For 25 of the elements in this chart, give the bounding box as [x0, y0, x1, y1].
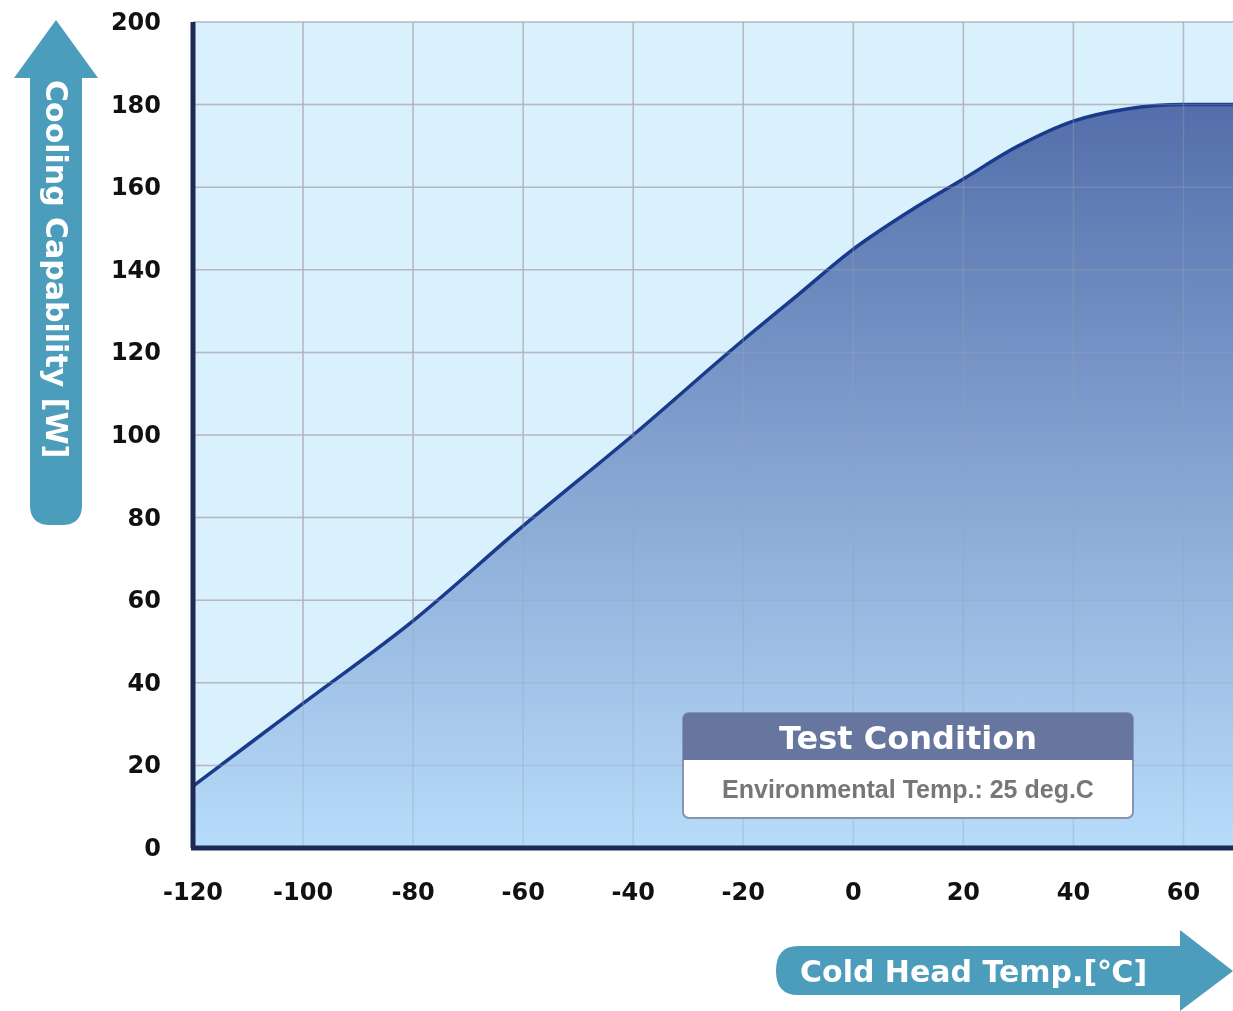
y-tick-label: 60 [127, 586, 161, 615]
y-tick-label: 40 [127, 668, 161, 697]
y-tick-label: 0 [144, 834, 161, 862]
annotation: Test Condition [779, 719, 1037, 757]
x-tick-label: -100 [273, 878, 334, 906]
y-tick-label: 100 [110, 421, 161, 449]
x-tick-label: -120 [162, 878, 224, 906]
x-tick-label: -80 [391, 878, 435, 906]
y-tick-label: 160 [110, 173, 161, 202]
x-tick-label: 60 [1166, 878, 1201, 906]
annotation: Environmental Temp.: 25 deg.C [722, 775, 1094, 803]
x-tick-label: -40 [611, 878, 655, 906]
x-tick-label: 40 [1056, 878, 1091, 906]
x-tick-label: -60 [501, 878, 545, 906]
y-tick-label: 120 [110, 338, 161, 367]
y-tick-label: 140 [110, 255, 161, 284]
x-tick-label: 20 [946, 878, 981, 906]
y-tick-label: 180 [110, 90, 161, 119]
x-axis-title: Cold Head Temp.[℃] [800, 953, 1148, 989]
y-tick-label: 20 [127, 751, 161, 780]
y-tick-label: 200 [110, 8, 161, 36]
y-axis-title: Cooling Capability [W] [38, 80, 74, 459]
x-tick-label: 0 [844, 878, 862, 906]
x-tick-label: -20 [721, 878, 765, 906]
y-tick-label: 80 [127, 503, 161, 532]
